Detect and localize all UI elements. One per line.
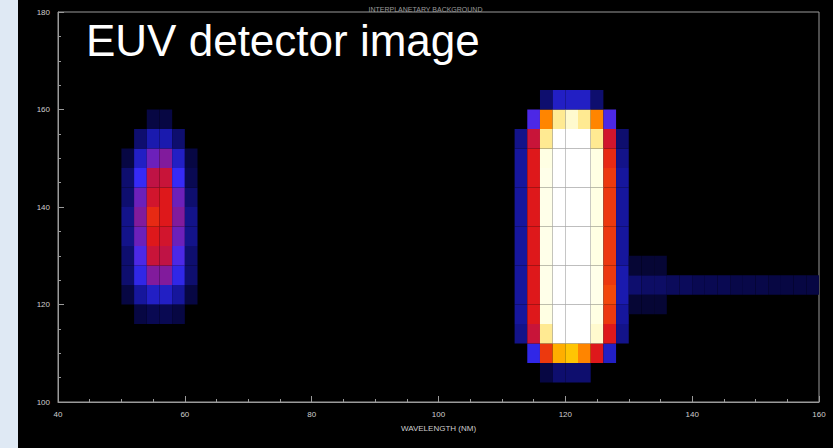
svg-text:100: 100: [37, 398, 51, 407]
svg-text:160: 160: [37, 105, 51, 114]
svg-text:80: 80: [307, 410, 316, 419]
svg-text:180: 180: [37, 8, 51, 17]
svg-text:140: 140: [685, 410, 699, 419]
svg-text:140: 140: [37, 203, 51, 212]
svg-text:120: 120: [559, 410, 573, 419]
svg-text:EUV detector image: EUV detector image: [86, 16, 480, 65]
svg-text:WAVELENGTH (NM): WAVELENGTH (NM): [401, 424, 476, 433]
svg-text:120: 120: [37, 300, 51, 309]
svg-text:100: 100: [432, 410, 446, 419]
svg-text:40: 40: [54, 410, 63, 419]
svg-text:60: 60: [180, 410, 189, 419]
svg-text:160: 160: [812, 410, 826, 419]
svg-text:INTERPLANETARY BACKGROUND: INTERPLANETARY BACKGROUND: [369, 6, 483, 13]
